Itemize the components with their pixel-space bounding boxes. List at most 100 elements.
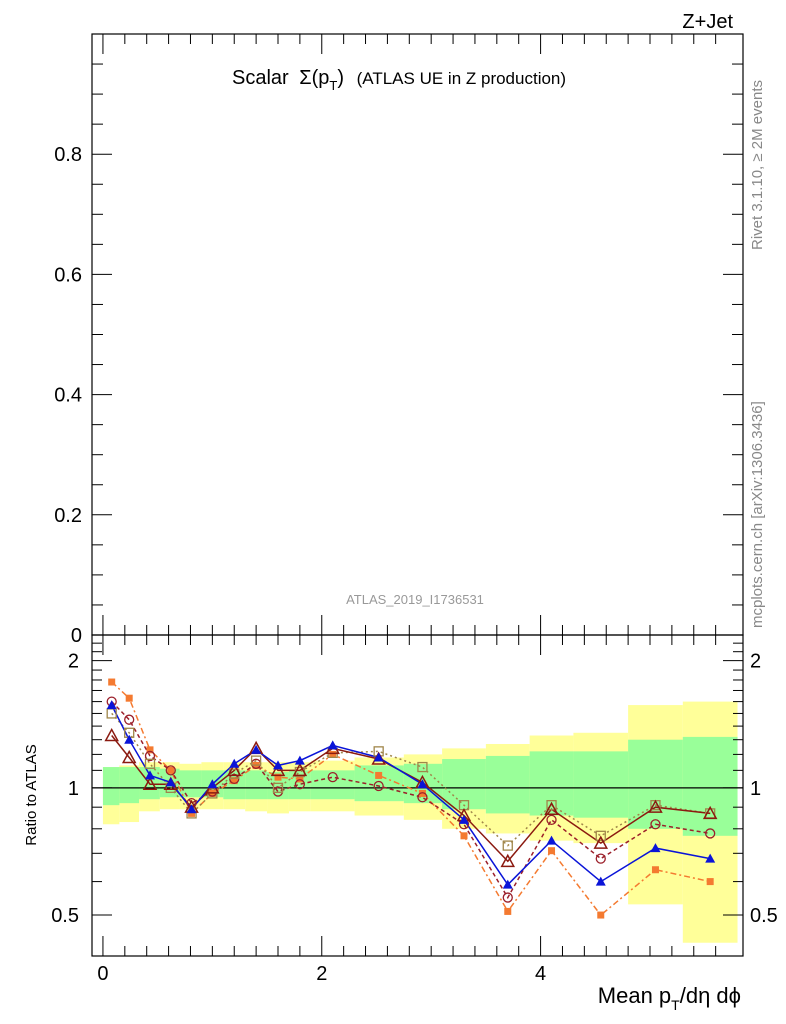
series-3-point — [292, 762, 308, 777]
series-0-point — [125, 694, 133, 702]
green-band-bin — [267, 772, 289, 800]
series-1-point — [650, 819, 661, 830]
green-band-bin — [310, 770, 355, 800]
series-2-point — [502, 840, 513, 851]
title-scalar: Scalar — [232, 67, 289, 89]
uncertainty-bands — [102, 701, 738, 943]
series-4-point — [705, 853, 716, 863]
series-4-point — [650, 843, 661, 853]
series-0-point — [597, 911, 605, 919]
main-y-tick-label: 0.8 — [54, 144, 82, 166]
series-4-point — [327, 740, 338, 750]
series-4-point — [144, 770, 155, 780]
main-panel: 0 0.2 0.4 0.6 0.8 Scalar Σ(pT) (ATLAS UE in … — [54, 33, 744, 647]
series-4-point — [186, 804, 197, 814]
series-3-point — [226, 762, 242, 777]
series-3-point — [142, 776, 158, 790]
series-2-point — [595, 830, 606, 841]
series-4-point — [294, 755, 305, 765]
x-label-subscript: T — [671, 997, 680, 1013]
ratio-y-tick-label-right: 2 — [750, 651, 761, 673]
series-0-point — [188, 809, 196, 817]
ratio-y-tick-label-left: 2 — [68, 651, 79, 673]
ratio-y-tick-label-left: 1 — [68, 778, 79, 800]
series-0-point — [504, 907, 512, 915]
main-y-tick-label: 0.4 — [54, 385, 82, 407]
x-label-main: Mean p — [598, 983, 671, 1008]
series-0-point — [108, 678, 116, 686]
series-1-point — [705, 828, 716, 839]
x-axis-label: Mean pT/dη dϕ — [598, 983, 741, 1013]
ratio-y-ticks: 0.5 0.5 1 1 2 2 — [51, 642, 778, 957]
ratio-ylabel: Ratio to ATLAS — [23, 744, 40, 845]
series-0-point — [706, 878, 714, 886]
series-3-point — [593, 835, 609, 849]
main-panel-frame — [91, 33, 744, 636]
series-0-point — [418, 789, 426, 797]
ratio-panel-frame — [91, 634, 744, 957]
ratio-y-tick-label-right: 0.5 — [750, 905, 778, 927]
series-4-point — [373, 752, 384, 762]
main-y-tick-label: 0 — [71, 625, 82, 647]
side-text-rivet: Rivet 3.1.10, ≥ 2M events — [749, 80, 766, 250]
series-3-point — [648, 799, 663, 813]
series-4-point — [502, 879, 513, 889]
title-close-paren: ) — [337, 67, 344, 89]
series-2-point — [144, 758, 156, 769]
series-0-point — [460, 832, 468, 840]
main-y-tick-label: 0.2 — [54, 505, 82, 527]
series-4-point — [273, 760, 283, 770]
green-band-bin — [485, 755, 530, 814]
series-0-point — [548, 847, 556, 855]
main-y-tick-label: 0.6 — [54, 264, 82, 286]
series-0-point — [167, 766, 175, 774]
green-band-bin — [682, 736, 738, 836]
chart-title: Scalar Σ(pT) (ATLAS UE in Z production) — [232, 67, 566, 93]
title-subscript: T — [329, 78, 337, 93]
ratio-panel: 0.5 0.5 1 1 2 2 0 2 4 Ratio to ATLAS — [23, 34, 778, 985]
series-2-point — [546, 800, 557, 811]
series-1-point — [165, 765, 176, 776]
title-rest: (ATLAS UE in Z production) — [357, 69, 566, 88]
series-2-point — [272, 782, 284, 793]
series-0-point — [230, 777, 238, 785]
series-4-point — [546, 835, 557, 845]
series-3-point — [270, 762, 286, 777]
process-label: Z+Jet — [682, 11, 733, 33]
x-label-rest: /dη dϕ — [680, 983, 741, 1008]
x-tick-label: 0 — [97, 963, 108, 985]
green-band-bin — [628, 739, 683, 829]
green-band-bin — [442, 759, 486, 810]
series-1-point — [144, 750, 156, 762]
series-4-point — [417, 779, 428, 789]
green-band-bin — [529, 751, 574, 816]
x-tick-label: 2 — [316, 963, 327, 985]
mc-series-markers — [104, 678, 718, 919]
series-0-point — [274, 773, 282, 781]
series-2-point — [250, 755, 262, 766]
series-4-point — [229, 758, 240, 768]
series-3-point — [104, 727, 119, 742]
green-band-bin — [102, 767, 120, 806]
series-0-point — [651, 866, 659, 874]
series-0-point — [329, 750, 337, 758]
title-sigma: Σ(p — [299, 67, 329, 89]
series-4-point — [251, 744, 262, 754]
series-3-point — [544, 801, 559, 815]
series-2-line — [111, 712, 711, 847]
x-axis-ticks: 0 2 4 — [97, 34, 717, 985]
series-2-point — [417, 761, 428, 773]
series-4-point — [165, 777, 176, 787]
series-4-point — [106, 700, 117, 710]
series-4-point — [459, 814, 469, 824]
green-band-bin — [223, 770, 246, 800]
series-1-point — [229, 773, 240, 785]
x-tick-label: 4 — [535, 963, 546, 985]
main-y-ticks: 0 0.2 0.4 0.6 0.8 — [54, 33, 743, 647]
green-band-bin — [245, 770, 268, 800]
green-band-bin — [179, 770, 202, 798]
series-0-point — [146, 746, 154, 754]
series-4-point — [207, 779, 218, 789]
series-3-point — [121, 749, 137, 764]
